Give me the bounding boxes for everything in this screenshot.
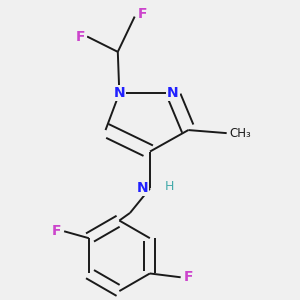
Text: N: N bbox=[113, 86, 125, 100]
Text: F: F bbox=[76, 29, 86, 44]
Text: CH₃: CH₃ bbox=[230, 127, 251, 140]
Text: F: F bbox=[52, 224, 61, 238]
Text: F: F bbox=[184, 270, 193, 284]
Text: H: H bbox=[165, 180, 175, 193]
Text: F: F bbox=[138, 7, 147, 20]
Text: N: N bbox=[167, 86, 179, 100]
Text: N: N bbox=[136, 181, 148, 195]
